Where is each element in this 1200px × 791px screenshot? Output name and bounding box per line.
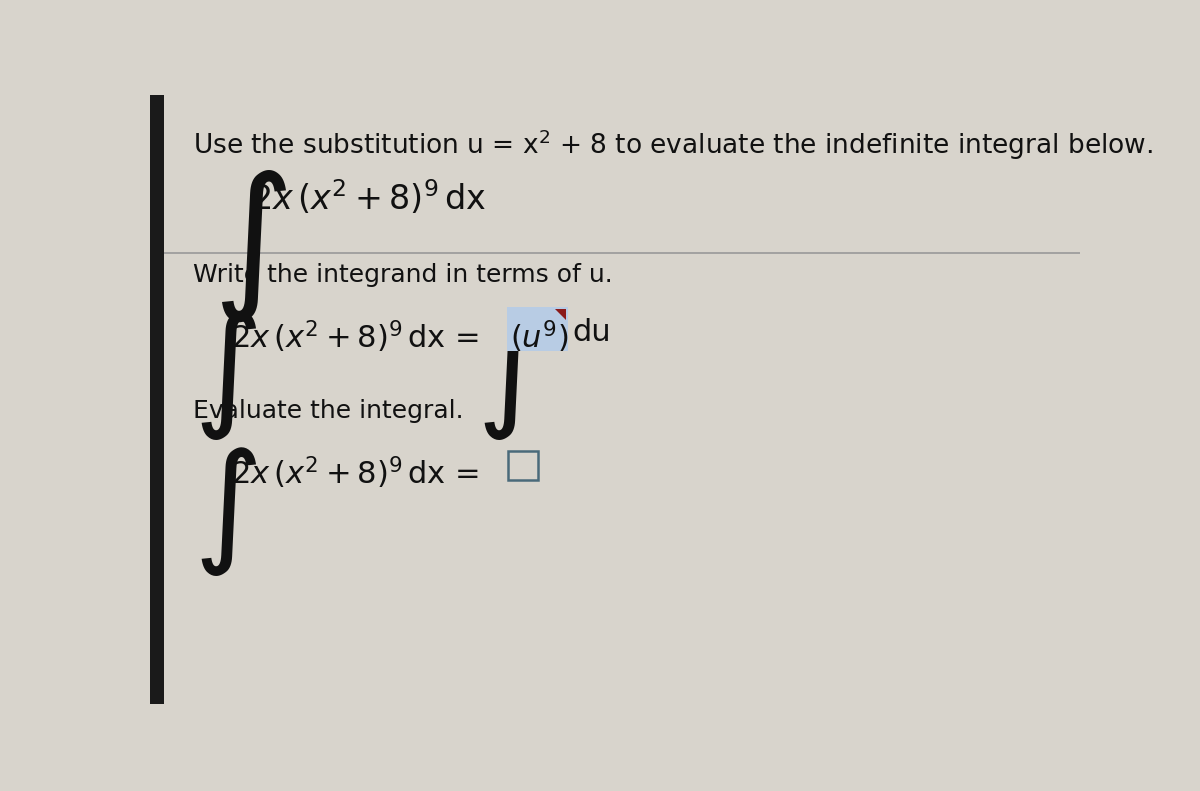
- Text: Evaluate the integral.: Evaluate the integral.: [193, 399, 463, 423]
- Text: $\int$: $\int$: [193, 445, 257, 578]
- Text: $\int$: $\int$: [212, 168, 287, 324]
- Text: Use the substitution u = x$^{2}$ + 8 to evaluate the indefinite integral below.: Use the substitution u = x$^{2}$ + 8 to …: [193, 127, 1152, 162]
- Text: $(u^{9})$: $(u^{9})$: [510, 318, 568, 354]
- Bar: [150, 95, 164, 704]
- Text: $\int$: $\int$: [193, 309, 257, 442]
- Text: $\int$: $\int$: [475, 309, 540, 442]
- Bar: [508, 451, 538, 480]
- Text: Write the integrand in terms of u.: Write the integrand in terms of u.: [193, 263, 612, 287]
- Text: $2x\,(x^{2}+8)^{9}\,$dx: $2x\,(x^{2}+8)^{9}\,$dx: [251, 178, 486, 217]
- Text: $2x\,(x^{2}+8)^{9}\,$dx =: $2x\,(x^{2}+8)^{9}\,$dx =: [232, 318, 482, 354]
- Text: $2x\,(x^{2}+8)^{9}\,$dx =: $2x\,(x^{2}+8)^{9}\,$dx =: [232, 455, 482, 491]
- Text: du: du: [572, 318, 611, 347]
- FancyBboxPatch shape: [506, 308, 568, 350]
- Polygon shape: [556, 309, 566, 320]
